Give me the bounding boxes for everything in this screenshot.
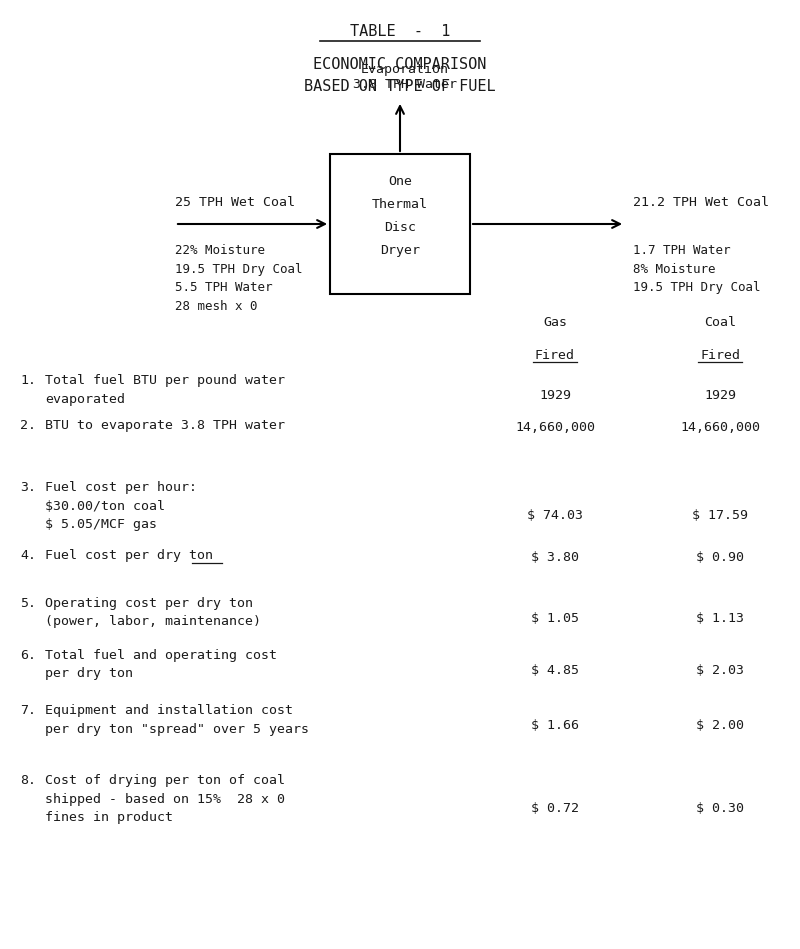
Text: One
Thermal
Disc
Dryer: One Thermal Disc Dryer — [372, 175, 428, 257]
Text: $ 1.66: $ 1.66 — [531, 719, 579, 732]
Text: 14,660,000: 14,660,000 — [515, 421, 595, 434]
Text: TABLE  -  1: TABLE - 1 — [350, 24, 450, 39]
Bar — [330, 154, 470, 294]
Text: Equipment and installation cost
per dry ton "spread" over 5 years: Equipment and installation cost per dry … — [45, 704, 309, 735]
Text: $ 2.03: $ 2.03 — [696, 664, 744, 677]
Text: 3.: 3. — [20, 481, 36, 494]
Text: Coal: Coal — [704, 316, 736, 329]
Text: Evaporation
3.8 TPH Water: Evaporation 3.8 TPH Water — [353, 63, 457, 91]
Text: 1.: 1. — [20, 374, 36, 387]
Text: Fuel cost per hour:
$30.00/ton coal
$ 5.05/MCF gas: Fuel cost per hour: $30.00/ton coal $ 5.… — [45, 481, 197, 531]
Text: $ 2.00: $ 2.00 — [696, 719, 744, 732]
Text: 14,660,000: 14,660,000 — [680, 421, 760, 434]
Text: 4.: 4. — [20, 549, 36, 562]
Text: 2.: 2. — [20, 419, 36, 432]
Text: $ 4.85: $ 4.85 — [531, 664, 579, 677]
Text: $ 0.90: $ 0.90 — [696, 551, 744, 564]
Text: 1929: 1929 — [539, 389, 571, 402]
Text: BTU to evaporate 3.8 TPH water: BTU to evaporate 3.8 TPH water — [45, 419, 285, 432]
Text: 25 TPH Wet Coal: 25 TPH Wet Coal — [175, 196, 295, 209]
Text: Fired: Fired — [535, 349, 575, 362]
Text: ECONOMIC COMPARISON: ECONOMIC COMPARISON — [314, 57, 486, 71]
Text: Total fuel BTU per pound water
evaporated: Total fuel BTU per pound water evaporate… — [45, 374, 285, 405]
Text: Cost of drying per ton of coal
shipped - based on 15%  28 x 0
fines in product: Cost of drying per ton of coal shipped -… — [45, 774, 285, 824]
Text: Gas: Gas — [543, 316, 567, 329]
Text: $ 74.03: $ 74.03 — [527, 509, 583, 522]
Text: $ 3.80: $ 3.80 — [531, 551, 579, 564]
Text: Operating cost per dry ton
(power, labor, maintenance): Operating cost per dry ton (power, labor… — [45, 597, 261, 628]
Text: 22% Moisture
19.5 TPH Dry Coal
5.5 TPH Water
28 mesh x 0: 22% Moisture 19.5 TPH Dry Coal 5.5 TPH W… — [175, 244, 302, 312]
Text: $ 1.05: $ 1.05 — [531, 612, 579, 625]
Text: BASED ON TYPE OF FUEL: BASED ON TYPE OF FUEL — [304, 79, 496, 94]
Text: $ 17.59: $ 17.59 — [692, 509, 748, 522]
Text: $ 0.72: $ 0.72 — [531, 802, 579, 815]
Text: Fuel cost per dry ton: Fuel cost per dry ton — [45, 549, 213, 562]
Text: Fired: Fired — [700, 349, 740, 362]
Text: 6.: 6. — [20, 649, 36, 662]
Text: 1929: 1929 — [704, 389, 736, 402]
Text: 8.: 8. — [20, 774, 36, 787]
Text: $ 1.13: $ 1.13 — [696, 612, 744, 625]
Text: 21.2 TPH Wet Coal: 21.2 TPH Wet Coal — [633, 196, 769, 209]
Text: $ 0.30: $ 0.30 — [696, 802, 744, 815]
Text: 1.7 TPH Water
8% Moisture
19.5 TPH Dry Coal: 1.7 TPH Water 8% Moisture 19.5 TPH Dry C… — [633, 244, 761, 294]
Text: 5.: 5. — [20, 597, 36, 610]
Text: Total fuel and operating cost
per dry ton: Total fuel and operating cost per dry to… — [45, 649, 277, 680]
Text: 7.: 7. — [20, 704, 36, 717]
